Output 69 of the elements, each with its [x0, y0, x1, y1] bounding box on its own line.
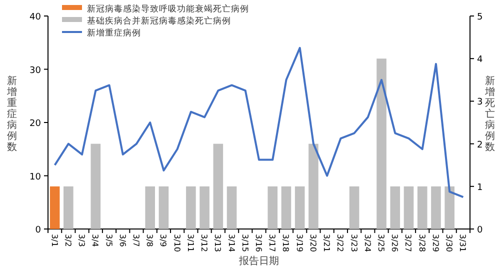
y2-tick-label: 2: [477, 140, 483, 150]
y-axis-title: 新增重症病例数: [6, 75, 17, 153]
x-tick-label: 3/25: [376, 234, 386, 252]
x-tick-label: 3/6: [118, 234, 127, 247]
x-tick-label: 3/11: [186, 234, 195, 252]
bar: [404, 186, 414, 229]
bar: [158, 186, 169, 229]
x-tick-label: 3/12: [200, 234, 209, 252]
y2-axis-title: 新增死亡病例数: [484, 75, 495, 153]
bar: [213, 144, 224, 229]
x-tick-label: 3/1: [50, 234, 59, 247]
x-tick-label: 3/2: [63, 234, 72, 247]
x-tick-label: 3/27: [404, 234, 413, 252]
bar: [349, 186, 360, 229]
legend-label: 新冠病毒感染导致呼吸功能衰竭死亡病例: [87, 4, 249, 14]
x-tick-label: 3/22: [336, 234, 345, 252]
bar: [64, 186, 74, 229]
line-series: [54, 46, 464, 198]
x-tick-label: 3/18: [281, 234, 290, 252]
bar: [431, 186, 441, 229]
x-tick-label: 3/21: [322, 234, 332, 252]
x-tick-label: 3/23: [349, 234, 358, 252]
x-tick-label: 3/14: [226, 234, 236, 252]
bar: [417, 186, 428, 229]
y2-tick-label: 5: [477, 12, 483, 22]
legend-label: 基础疾病合并新冠病毒感染死亡病例: [87, 16, 231, 26]
y2-tick-label: 0: [477, 226, 483, 236]
bar: [50, 186, 60, 229]
x-tick-label: 3/31: [458, 234, 468, 252]
x-tick-label: 3/17: [268, 234, 277, 252]
x-tick-label: 3/15: [240, 234, 250, 252]
x-tick-label: 3/7: [131, 234, 140, 247]
x-tick-label: 3/19: [294, 234, 304, 252]
y-tick-label: 0: [35, 226, 42, 236]
bar: [281, 186, 292, 229]
x-tick-label: 3/8: [145, 234, 154, 247]
x-tick-label: 3/9: [158, 234, 168, 247]
bar: [186, 186, 196, 229]
bar: [226, 186, 237, 229]
y-tick-label: 10: [30, 172, 42, 182]
x-tick-label: 3/29: [430, 234, 440, 252]
y2-tick-label: 4: [477, 55, 483, 66]
x-tick-label: 3/4: [90, 234, 100, 247]
bar: [390, 186, 400, 229]
x-tick-label: 3/10: [172, 234, 182, 252]
x-tick-label: 3/24: [362, 234, 372, 252]
x-tick-label: 3/16: [254, 234, 263, 252]
y-tick-label: 20: [30, 119, 42, 129]
x-tick-label: 3/30: [444, 234, 454, 252]
y-tick-label: 40: [30, 12, 42, 22]
x-tick-label: 3/13: [213, 234, 222, 252]
bar: [90, 144, 101, 229]
bar: [376, 58, 386, 229]
bar: [268, 186, 278, 229]
y2-tick-label: 3: [477, 98, 483, 108]
y-tick-label: 30: [30, 66, 42, 76]
bar: [200, 186, 210, 229]
x-tick-label: 3/3: [77, 234, 86, 247]
x-axis-title: 报告日期: [238, 255, 279, 267]
bar: [145, 186, 155, 229]
x-tick-label: 3/28: [417, 234, 426, 252]
y2-tick-label: 1: [477, 182, 483, 193]
bar: [308, 144, 318, 229]
x-tick-label: 3/26: [390, 234, 400, 252]
x-tick-label: 3/20: [308, 234, 318, 252]
bar: [444, 186, 454, 229]
x-tick-label: 3/5: [104, 234, 114, 247]
bar: [294, 186, 305, 229]
legend-label: 新增重症病例: [87, 28, 141, 38]
